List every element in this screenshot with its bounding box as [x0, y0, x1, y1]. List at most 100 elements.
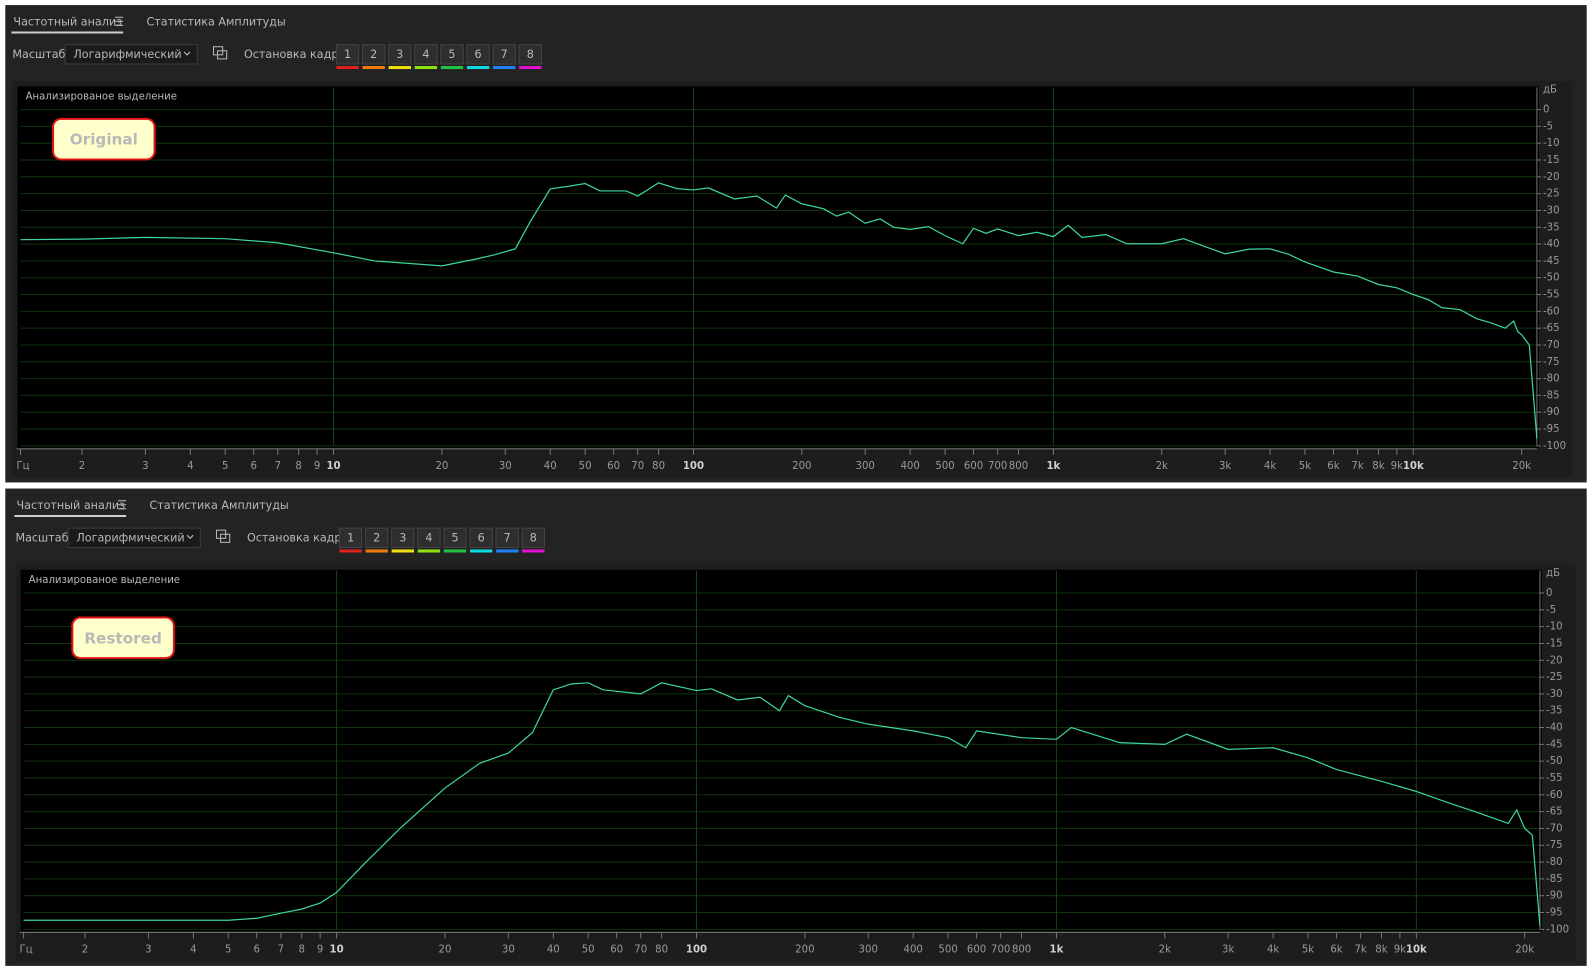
- freeze-button-label: 4: [422, 48, 429, 61]
- freeze-color: [388, 66, 411, 70]
- x-tick-label: 600: [967, 945, 986, 956]
- dropdown[interactable]: [64, 44, 198, 65]
- x-tick-label: 100: [686, 945, 707, 956]
- tab[interactable]: Частотный анализ: [16, 499, 125, 512]
- x-tick-label: 70: [631, 461, 644, 472]
- y-tick-label: -75: [1543, 357, 1560, 368]
- freeze-button[interactable]: [414, 44, 438, 65]
- freeze-color: [362, 66, 385, 70]
- x-tick-label: 200: [795, 945, 814, 956]
- x-tick-label: 9k: [1391, 461, 1403, 472]
- x-tick-label: 2: [82, 945, 88, 956]
- y-tick-label: -70: [1546, 823, 1563, 834]
- x-tick-label: 600: [964, 461, 983, 472]
- freeze-button[interactable]: [338, 527, 363, 548]
- y-tick-label: -90: [1546, 891, 1563, 902]
- freeze-button[interactable]: [492, 44, 516, 65]
- x-tick-label: 20k: [1512, 461, 1531, 472]
- freeze-label: Остановка кадра:: [244, 48, 349, 61]
- freeze-color: [443, 549, 467, 553]
- freeze-button[interactable]: [495, 527, 519, 548]
- x-tick-label: 40: [547, 945, 560, 956]
- x-tick-label: 5: [225, 945, 231, 956]
- dropdown[interactable]: [67, 527, 201, 548]
- x-tick-label: 400: [900, 461, 919, 472]
- y-tick-label: -80: [1546, 857, 1563, 868]
- overlay-label: Анализированое выделение: [29, 575, 180, 586]
- x-tick-label: 20k: [1515, 945, 1534, 956]
- x-tick-label: 6: [250, 461, 256, 472]
- freeze-color: [440, 66, 464, 70]
- y-tick-label: -70: [1543, 340, 1560, 351]
- y-tick-label: -35: [1543, 222, 1560, 233]
- freeze-label: Остановка кадра:: [247, 531, 352, 544]
- y-tick-label: -100: [1546, 924, 1569, 935]
- freeze-button[interactable]: [521, 527, 546, 548]
- x-tick-label: 50: [579, 461, 592, 472]
- tab[interactable]: Статистика Амплитуды: [150, 499, 289, 512]
- x-tick-label: 8: [295, 461, 301, 472]
- freeze-color: [391, 549, 415, 553]
- y-tick-label: -10: [1543, 138, 1560, 149]
- x-tick-label: 700: [988, 461, 1007, 472]
- x-tick-label: 2: [79, 461, 85, 472]
- x-tick-label: 60: [610, 945, 623, 956]
- x-tick-label: 4k: [1264, 461, 1276, 472]
- freeze-button-label: 5: [448, 48, 455, 61]
- y-tick-label: -25: [1546, 672, 1563, 683]
- freeze-button[interactable]: [518, 44, 542, 65]
- freeze-color: [466, 66, 490, 70]
- freeze-button[interactable]: [466, 44, 490, 65]
- freeze-button[interactable]: [443, 527, 467, 548]
- y-tick-label: -80: [1543, 374, 1560, 385]
- dropdown-value: Логарифмический: [76, 531, 184, 544]
- x-tick-label: 200: [792, 461, 811, 472]
- y-tick-label: -55: [1546, 773, 1563, 784]
- freeze-button[interactable]: [335, 44, 360, 65]
- x-tick-label: 2k: [1159, 945, 1171, 956]
- y-tick-label: -45: [1546, 739, 1563, 750]
- panel: Частотный анализ Статистика Амплитуды Масш…: [5, 488, 1587, 966]
- x-tick-label: 60: [607, 461, 620, 472]
- x-tick-label: 5: [222, 461, 228, 472]
- freeze-button[interactable]: [440, 44, 464, 65]
- x-tick-label: 7: [278, 945, 284, 956]
- x-tick-label: 40: [544, 461, 557, 472]
- dropdown-value: Логарифмический: [73, 48, 181, 61]
- y-tick-label: -75: [1546, 840, 1563, 851]
- freeze-button[interactable]: [469, 527, 493, 548]
- x-tick-label: 3: [145, 945, 151, 956]
- y-tick-label: -5: [1543, 121, 1553, 132]
- x-tick-label: 700: [991, 945, 1010, 956]
- freeze-button[interactable]: [388, 44, 412, 65]
- x-tick-label: 1k: [1046, 461, 1060, 472]
- overlay-label: Анализированое выделение: [26, 91, 177, 102]
- annotation-box: [71, 616, 175, 660]
- x-tick-label: 10k: [1406, 945, 1427, 956]
- freeze-button[interactable]: [417, 527, 441, 548]
- snapshot-icon: [217, 50, 228, 60]
- freeze-button-label: 5: [451, 531, 458, 544]
- y-tick-label: -50: [1546, 756, 1563, 767]
- tab[interactable]: Статистика Амплитуды: [146, 15, 285, 28]
- freeze-button[interactable]: [391, 527, 415, 548]
- x-tick-label: 8k: [1372, 461, 1384, 472]
- tab[interactable]: Частотный анализ: [13, 15, 122, 28]
- freeze-button-label: 4: [425, 531, 432, 544]
- freeze-button-label: 8: [530, 531, 537, 544]
- freeze-color: [414, 66, 438, 70]
- freeze-color: [522, 549, 545, 553]
- x-tick-label: 8: [298, 945, 304, 956]
- y-tick-label: -60: [1546, 790, 1563, 801]
- chevron: [186, 534, 194, 540]
- freeze-button[interactable]: [362, 44, 386, 65]
- freeze-color: [336, 66, 359, 70]
- y-unit: дБ: [1546, 568, 1560, 579]
- y-tick-label: -15: [1546, 638, 1563, 649]
- x-tick-label: 100: [683, 461, 704, 472]
- freeze-button-label: 6: [475, 48, 482, 61]
- freeze-color: [339, 549, 362, 553]
- freeze-button[interactable]: [365, 527, 389, 548]
- x-tick-label: 30: [499, 461, 512, 472]
